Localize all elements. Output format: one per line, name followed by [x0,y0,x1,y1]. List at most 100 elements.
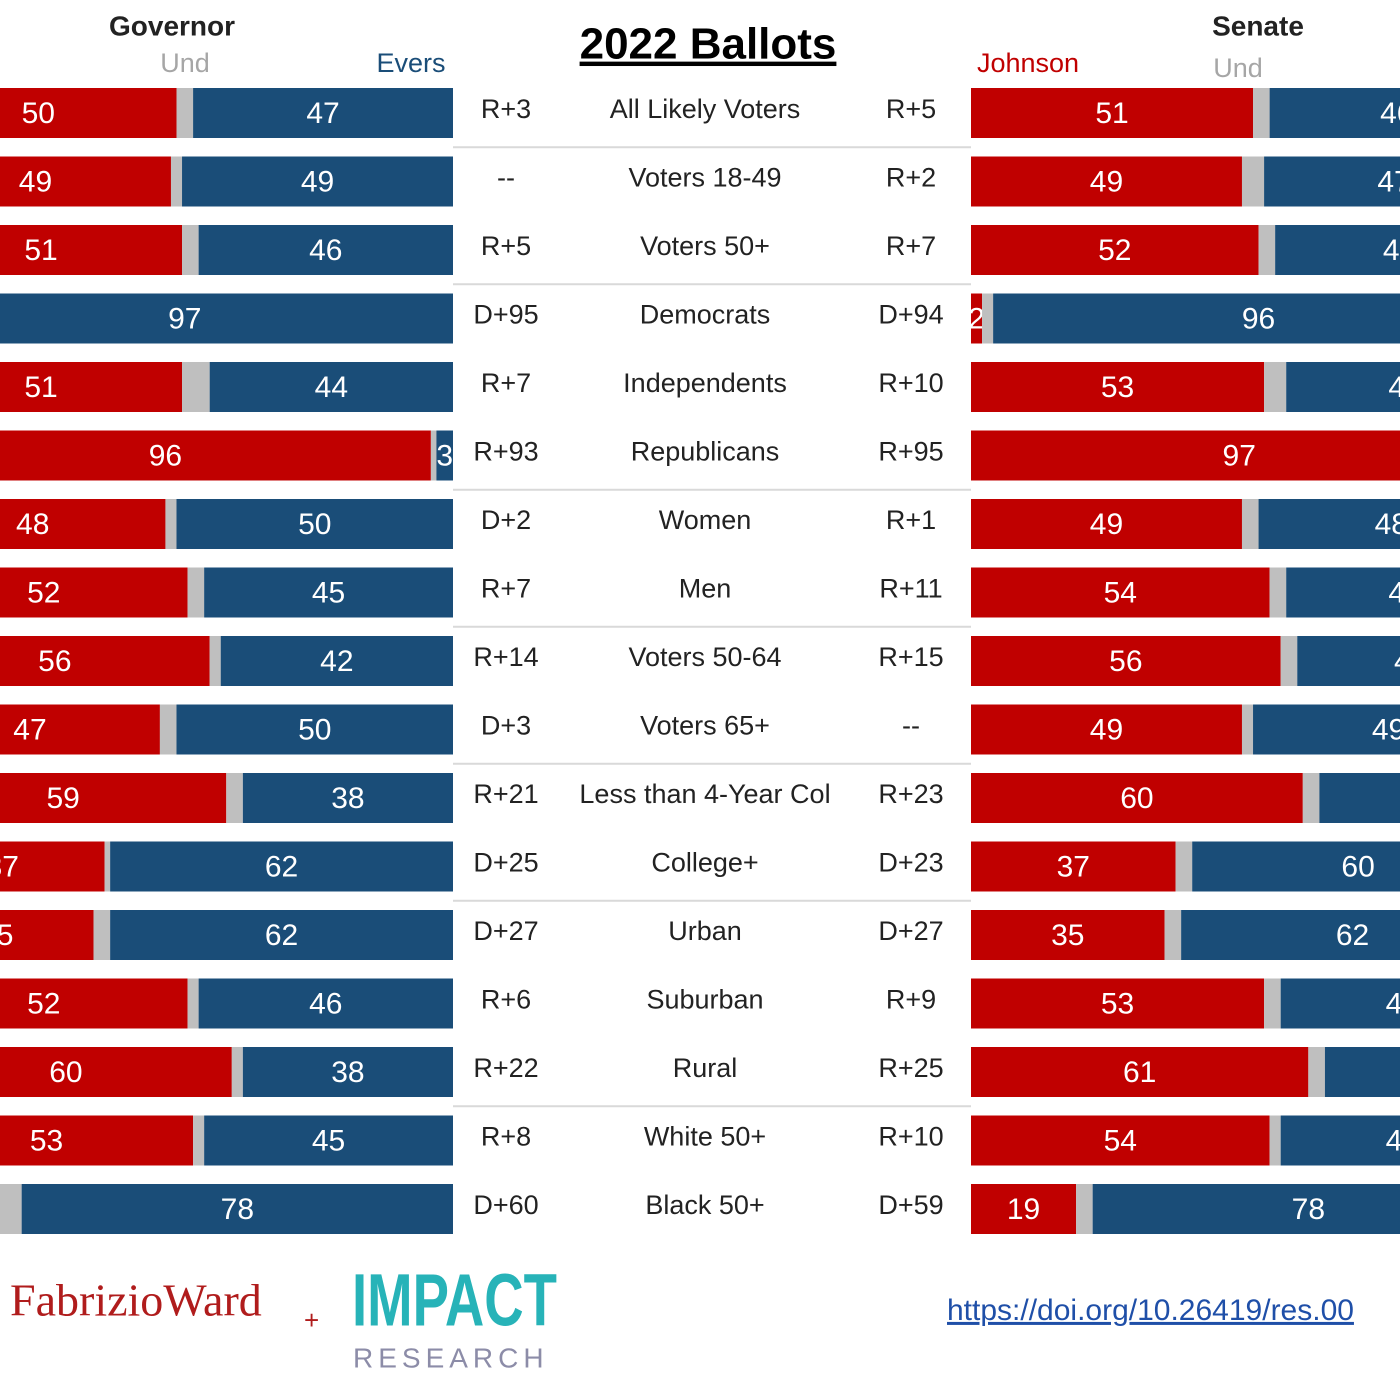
value-label: 38 [331,782,364,815]
value-label: 37 [0,850,19,883]
bar-segment [170,156,183,207]
value-label: 45 [312,1124,345,1157]
margin-label: R+8 [481,1122,531,1152]
value-label: 53 [1101,987,1134,1020]
margin-label: R+10 [878,1122,943,1152]
bar-segment [971,636,1281,686]
bar-segment [982,293,994,344]
bar-segment [0,704,160,755]
margin-label: D+27 [878,916,943,946]
bar-segment [1308,1047,1325,1097]
legend-label: Und [160,48,210,78]
bar-segment [1275,225,1400,275]
bar-segment [971,910,1165,960]
bar-segment [198,225,453,275]
bar-segment [1175,841,1193,892]
bar-segment [1241,156,1265,207]
margin-label: R+10 [878,368,943,398]
value-label: 38 [331,1056,364,1089]
bar-segment [0,1115,194,1166]
bar-segment [198,978,453,1029]
bar-segment [1286,362,1400,412]
bar-segment [104,841,111,892]
bar-segment [971,1115,1270,1166]
source-link[interactable]: https://doi.org/10.26419/res.00 [947,1294,1354,1327]
value-label: 46 [1380,97,1400,130]
value-label: 97 [1223,439,1256,472]
margin-label: R+23 [878,779,943,809]
value-label: 61 [1123,1056,1156,1089]
value-label: 62 [265,850,298,883]
bar-segment [1319,773,1400,823]
category-label: Voters 18-49 [628,163,781,193]
bar-segment [204,1115,453,1166]
value-label: 51 [24,371,57,404]
bar-segment [0,156,171,207]
legend-label: Evers [376,48,445,78]
value-label: 60 [1341,850,1374,883]
bar-segment [1241,499,1259,549]
value-label: 35 [0,919,13,952]
value-label: 43 [1388,576,1400,609]
value-label: 60 [1120,782,1153,815]
value-label: 53 [1101,371,1134,404]
margin-label: R+22 [473,1053,538,1083]
value-label: 44 [315,371,348,404]
bar-segment [1280,1115,1400,1166]
value-label: 44 [1386,1124,1400,1157]
bar-segment [971,1184,1077,1234]
chart-title: 2022 Ballots [580,20,837,69]
bar-segment [193,1115,205,1166]
value-label: 41 [1394,645,1400,678]
value-label: 78 [221,1193,254,1226]
category-label: Less than 4-Year Col [579,779,830,809]
margin-label: R+5 [481,231,531,261]
bar-segment [176,704,453,755]
margin-label: R+11 [879,574,942,604]
bar-segment [226,773,243,823]
category-label: Rural [673,1053,738,1083]
bar-segment [0,773,227,823]
bar-segment [1092,1184,1400,1234]
bar-segment [971,841,1176,892]
bar-segment [993,293,1400,344]
bar-segment [0,567,188,618]
margin-label: R+6 [481,985,531,1015]
value-label: 97 [168,302,201,335]
margin-label: R+9 [886,985,936,1015]
margin-label: R+7 [481,368,531,398]
value-label: 49 [1090,713,1123,746]
bar-segment [1258,499,1400,549]
bar-segment [0,430,431,481]
value-label: 50 [298,508,331,541]
bar-segment [0,1047,232,1097]
brand-plus: + [304,1305,319,1335]
bar-segment [1324,1047,1400,1097]
margin-label: R+21 [473,779,538,809]
bar-segment [1241,704,1254,755]
bar-segment [110,910,453,960]
value-label: 54 [1104,576,1137,609]
value-label: 51 [24,234,57,267]
bar-segment [0,841,105,892]
margin-label: D+23 [878,848,943,878]
bar-segment [159,704,177,755]
margin-label: R+2 [886,163,936,193]
bar-segment [1280,636,1298,686]
bar-segment [176,88,194,138]
value-label: 2 [968,302,985,335]
value-label: 59 [46,782,79,815]
bar-segment [0,499,166,549]
value-label: 60 [49,1056,82,1089]
bar-segment [1076,1184,1093,1234]
value-label: 51 [1095,97,1128,130]
bar-segment [93,910,111,960]
bar-segment [187,978,199,1029]
bar-segment [971,430,1400,481]
bar-segment [1181,910,1400,960]
bar-segment [971,88,1254,138]
margin-label: R+15 [878,642,943,672]
margin-label: D+2 [481,505,531,535]
